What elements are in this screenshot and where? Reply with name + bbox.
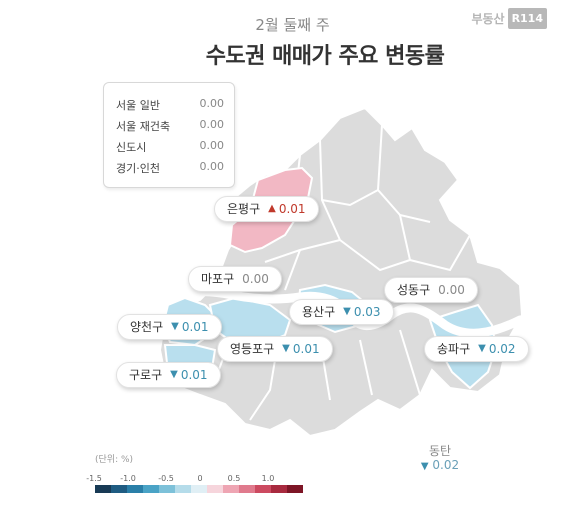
district-value: 0.01	[278, 202, 306, 216]
down-arrow-icon: ▼	[420, 461, 429, 472]
legend-swatch	[159, 485, 175, 493]
down-arrow-icon: ▼	[343, 306, 351, 317]
district-name: 은평구	[227, 202, 261, 216]
page-title: 수도권 매매가 주요 변동률	[205, 44, 445, 69]
legend-ticks: -1.5 -1.0 -0.5 0 0.5 1.0	[0, 474, 585, 484]
district-name: 양천구	[130, 320, 164, 334]
legend-tick: -1.5	[86, 474, 102, 483]
tag-guro[interactable]: 구로구 ▼ 0.01	[116, 362, 221, 388]
district-value: 0.00	[438, 283, 465, 297]
summary-value: 0.00	[199, 139, 225, 152]
legend-swatch	[191, 485, 207, 493]
summary-box: 서울 일반 0.00 서울 재건축 0.00 신도시 0.00 경기·인천 0.…	[103, 82, 235, 188]
legend-swatch	[287, 485, 303, 493]
tag-yongsan[interactable]: 용산구 ▼ 0.03	[289, 299, 394, 325]
summary-row: 경기·인천 0.00	[116, 160, 224, 178]
tag-seongdong[interactable]: 성동구 0.00	[384, 277, 478, 303]
district-value: 0.01	[180, 368, 208, 382]
down-arrow-icon: ▼	[170, 369, 178, 380]
legend-swatch	[175, 485, 191, 493]
legend-swatch	[255, 485, 271, 493]
district-name: 영등포구	[230, 342, 275, 356]
legend-unit: (단위: %)	[95, 455, 134, 465]
brand-badge: R114	[507, 8, 547, 29]
down-arrow-icon: ▼	[171, 321, 179, 332]
down-arrow-icon: ▼	[282, 343, 290, 354]
legend-swatch	[271, 485, 287, 493]
header-subtitle: 2월 둘째 주	[255, 16, 330, 34]
district-value: 0.01	[292, 342, 320, 356]
legend-swatch	[207, 485, 223, 493]
tag-yangcheon[interactable]: 양천구 ▼ 0.01	[117, 314, 222, 340]
district-name: 성동구	[397, 283, 431, 297]
district-name: 구로구	[129, 368, 163, 382]
brand-logo: 부동산 R114	[471, 8, 547, 29]
dongtan-label: 동탄 ▼ 0.02	[410, 444, 470, 474]
legend-swatch	[95, 485, 111, 493]
summary-value: 0.00	[199, 160, 225, 173]
summary-label: 신도시	[116, 141, 147, 154]
legend-swatch	[239, 485, 255, 493]
legend-swatch	[223, 485, 239, 493]
district-name: 송파구	[437, 342, 471, 356]
summary-label: 서울 일반	[116, 99, 160, 112]
summary-value: 0.00	[199, 118, 225, 131]
summary-value: 0.00	[199, 97, 225, 110]
district-value: 0.02	[488, 342, 516, 356]
summary-row: 서울 재건축 0.00	[116, 118, 224, 136]
district-value: 0.03	[353, 305, 381, 319]
legend-color-bar	[95, 485, 303, 493]
district-value: 0.01	[181, 320, 209, 334]
legend-tick: 0.5	[227, 474, 241, 483]
dongtan-value: 0.02	[432, 458, 460, 472]
summary-row: 신도시 0.00	[116, 139, 224, 157]
legend-tick: 0	[197, 474, 203, 483]
tag-songpa[interactable]: 송파구 ▼ 0.02	[424, 336, 529, 362]
legend-tick: 1.0	[261, 474, 275, 483]
down-arrow-icon: ▼	[478, 343, 486, 354]
tag-mapo[interactable]: 마포구 0.00	[188, 266, 282, 292]
legend-swatch	[127, 485, 143, 493]
district-name: 마포구	[201, 272, 235, 286]
up-arrow-icon: ▲	[268, 203, 276, 214]
dongtan-value-row: ▼ 0.02	[410, 458, 470, 474]
legend-swatch	[143, 485, 159, 493]
tag-yeongdeungpo[interactable]: 영등포구 ▼ 0.01	[217, 336, 333, 362]
summary-label: 경기·인천	[116, 162, 160, 175]
legend-swatch	[111, 485, 127, 493]
summary-label: 서울 재건축	[116, 120, 171, 133]
tag-eunpyeong[interactable]: 은평구 ▲ 0.01	[214, 196, 319, 222]
district-value: 0.00	[242, 272, 269, 286]
brand-text: 부동산	[471, 12, 505, 26]
summary-row: 서울 일반 0.00	[116, 97, 224, 115]
dongtan-name: 동탄	[428, 444, 452, 458]
district-name: 용산구	[302, 305, 336, 319]
legend-tick: -0.5	[158, 474, 174, 483]
legend-tick: -1.0	[120, 474, 136, 483]
